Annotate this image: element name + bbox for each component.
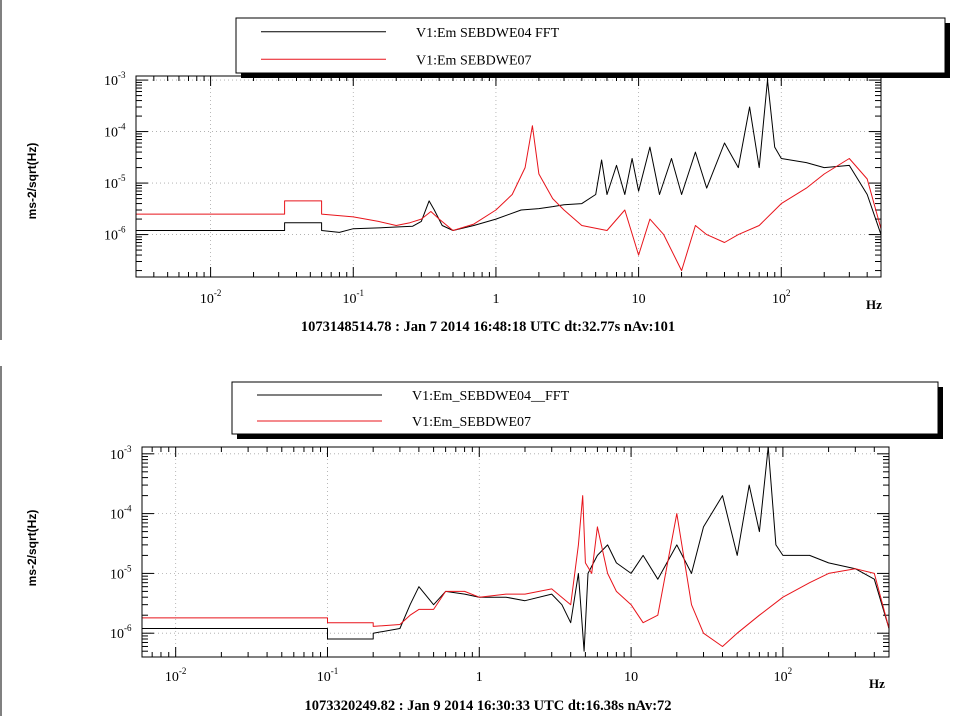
x-tick-label: 10-1 <box>317 666 339 685</box>
legend-entry-label: V1:Em SEBDWE07 <box>416 53 532 68</box>
x-tick-label: 10-1 <box>343 288 365 307</box>
x-tick-label: 1 <box>476 670 483 685</box>
x-tick-label: 10-2 <box>165 666 187 685</box>
plot-caption: 1073320249.82 : Jan 9 2014 16:30:33 UTC … <box>304 698 671 714</box>
spectrum-chart-top: 10-2 10-1 1 10 102 10-6 10-5 10-4 10-3 ms-2/sqrt(… <box>0 0 950 340</box>
y-tick-label: 10-6 <box>104 225 126 244</box>
y-axis-title: ms-2/sqrt(Hz) <box>25 143 39 220</box>
legend-entry-label: V1:Em_SEBDWE07 <box>412 415 531 430</box>
legend-box <box>231 381 939 435</box>
x-tick-label: 102 <box>772 288 791 307</box>
spectrum-panel-top: 10-2 10-1 1 10 102 10-6 10-5 10-4 10-3 ms-2/sqrt(… <box>0 0 975 340</box>
series-line-red <box>135 125 882 277</box>
y-tick-label: 10-5 <box>104 173 126 192</box>
series-line-black <box>142 446 890 652</box>
legend-box <box>235 17 946 74</box>
x-tick-label: 1 <box>492 292 499 307</box>
x-axis-unit: Hz <box>866 297 882 312</box>
x-tick-label: 10 <box>632 292 646 307</box>
y-tick-label: 10-4 <box>110 504 132 523</box>
plot-frame <box>141 446 890 658</box>
y-tick-label: 10-3 <box>110 444 132 463</box>
series-line-black <box>136 79 882 235</box>
x-tick-label: 10 <box>624 670 638 685</box>
legend-entry-label: V1:Em_SEBDWE04__FFT <box>412 389 570 404</box>
panel-separator <box>0 340 975 366</box>
x-axis-unit: Hz <box>869 676 885 691</box>
plot-area <box>136 76 881 277</box>
y-tick-label: 10-6 <box>110 623 132 642</box>
y-axis-title: ms-2/sqrt(Hz) <box>25 510 39 587</box>
spectrum-chart-bottom: 10-2 10-1 1 10 102 10-6 10-5 10-4 10-3 ms-2/sqrt(… <box>0 366 943 716</box>
y-tick-label: 10-3 <box>104 70 126 89</box>
plot-area <box>142 447 889 657</box>
x-tick-label: 102 <box>774 666 793 685</box>
y-tick-label: 10-4 <box>104 122 126 141</box>
series-line-red <box>142 495 890 647</box>
x-tick-label: 10-2 <box>200 288 222 307</box>
legend-entry-label: V1:Em SEBDWE04 FFT <box>416 26 560 41</box>
plot-caption: 1073148514.78 : Jan 7 2014 16:48:18 UTC … <box>301 319 675 335</box>
y-tick-label: 10-5 <box>110 563 132 582</box>
spectrum-panel-bottom: 10-2 10-1 1 10 102 10-6 10-5 10-4 10-3 ms-2/sqrt(… <box>0 366 975 716</box>
